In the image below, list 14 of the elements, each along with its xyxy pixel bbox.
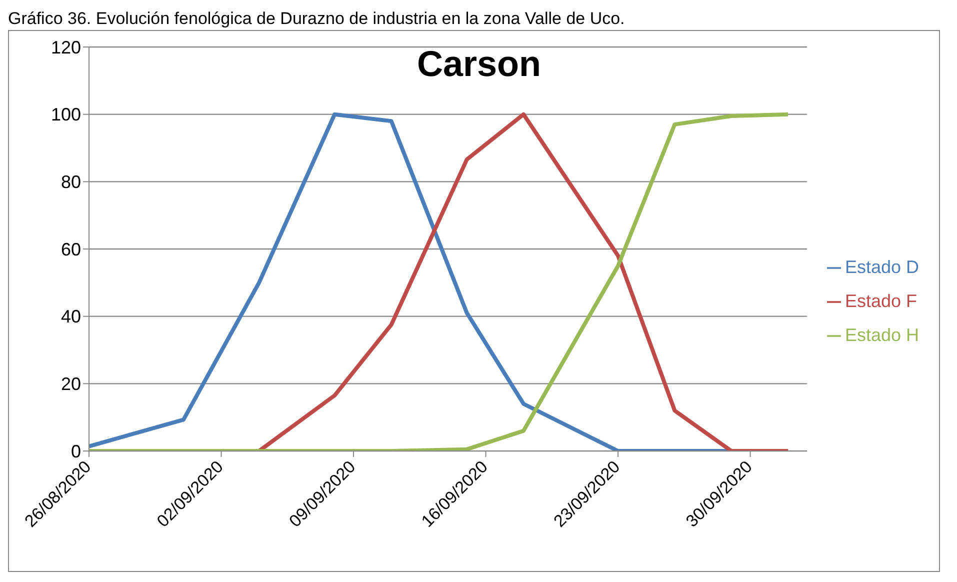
legend-label: Estado D [844,257,919,277]
y-tick-label: 80 [60,172,81,192]
text: Gráfico 36. Evolución fenológica de Durazno de industria en la zona Valle de Uco. [8,8,626,30]
line-series [257,112,790,451]
legend-label: Estado H [844,325,919,345]
line-series [89,112,790,451]
y-tick-label: 20 [60,374,81,394]
y-tick-label: 60 [60,239,81,260]
y-tick-label: 40 [60,306,81,327]
legend-label: Estado F [844,291,917,311]
y-tick-label: 100 [50,104,81,125]
y-tick-label: 0 [70,441,81,462]
y-tick-label: 120 [50,37,81,58]
chart-title: Carson [416,43,542,85]
